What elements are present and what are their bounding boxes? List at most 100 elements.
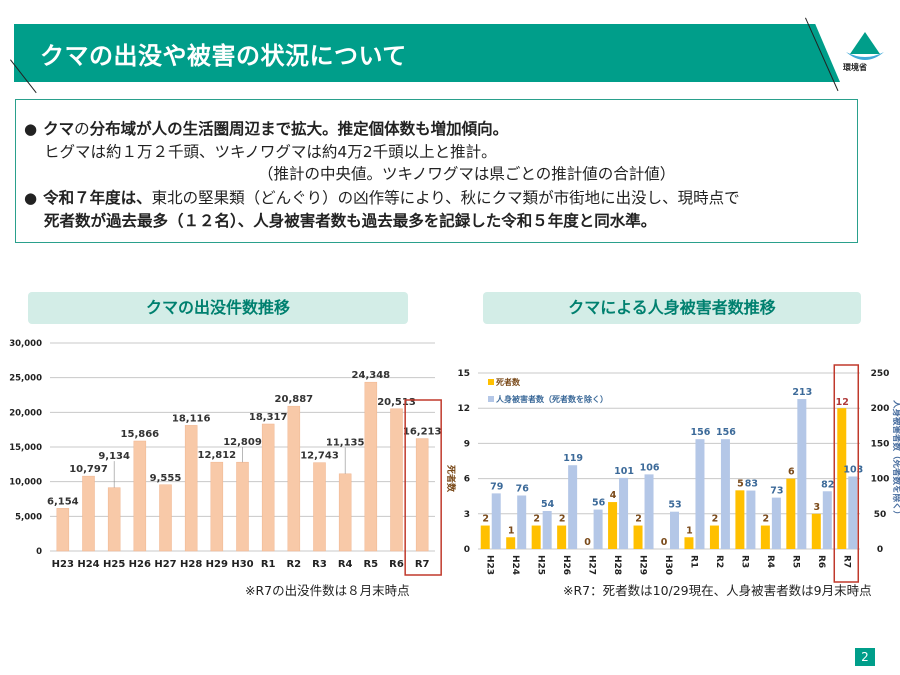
deaths-bar-H28 [608,502,618,549]
deaths-data-label: 2 [712,514,719,525]
data-label: 12,743 [300,451,339,462]
deaths-bar-H23 [480,525,490,549]
data-label: 20,887 [275,394,314,405]
injuries-bar-R3 [746,490,756,549]
y-axis-label: 死者数 [445,464,457,493]
ministry-logo-text: 環境省 [843,63,867,72]
legend-injuries-swatch [488,396,494,402]
deaths-data-label: 6 [788,467,795,478]
ministry-logo-icon [846,32,884,60]
x-tick-label: H25 [536,555,546,575]
injuries-bar-R2 [720,439,730,549]
injuries-data-label: 79 [490,481,503,492]
injuries-chart-title: クマによる人身被害者数推移 [483,292,861,324]
injuries-bar-R5 [797,399,807,549]
x-tick-label: H29 [638,555,648,575]
x-tick-label: R7 [841,555,851,568]
data-label: 18,317 [249,412,288,423]
deaths-data-label: 0 [584,537,591,548]
injuries-data-label: 73 [770,486,783,497]
deaths-bar-R1 [684,537,694,549]
deaths-data-label: 2 [533,514,540,525]
y2-tick-label: 250 [871,369,890,379]
x-tick-label: H28 [612,555,622,575]
x-tick-label: R3 [739,555,749,568]
injuries-data-label: 156 [716,427,736,438]
y2-tick-label: 100 [871,475,890,485]
injuries-bar-R6 [822,491,832,549]
data-label: 20,513 [377,397,416,408]
injuries-bar-R1 [695,439,705,549]
x-tick-label: R1 [688,555,698,568]
bullet-1: ● クマの分布域が人の生活圏周辺まで拡大。推定個体数も増加傾向。 [24,117,508,139]
deaths-data-label: 1 [508,525,515,536]
injuries-data-label: 156 [691,427,711,438]
bullet-1-text: 分布域が人の生活圏周辺まで拡大。推定個体数も増加傾向。 [89,120,509,138]
y2-tick-label: 200 [871,404,890,414]
y2-axis-label: 人身被害者数（死者数を除く） [891,400,900,519]
x-tick-label: R7 [415,559,430,570]
deaths-bar-H24 [506,537,516,549]
y-tick-label: 15 [457,369,470,379]
x-tick-label: H24 [77,559,99,570]
deaths-data-label: 0 [661,537,668,548]
deaths-data-label: 4 [610,490,617,501]
injuries-bar-H23 [491,493,501,549]
x-tick-label: R1 [261,559,276,570]
data-label: 9,555 [150,473,182,484]
injuries-bar-H27 [593,509,603,549]
y-tick-label: 6 [464,475,470,485]
bullet-1-line-3: （推計の中央値。ツキノワグマは県ごとの推計値の合計値） [258,165,676,183]
data-label: 16,213 [403,427,442,438]
y-tick-label: 5,000 [15,512,42,522]
page-number: 2 [855,648,875,666]
injuries-bar-R4 [771,497,781,549]
data-label: 12,812 [198,450,237,461]
bullet-1-subject: クマ [43,120,75,138]
data-label: 24,348 [352,370,391,381]
deaths-data-label: 2 [559,514,566,525]
y-tick-label: 12 [457,404,470,414]
injuries-data-label: 54 [541,499,555,510]
injuries-data-label: 101 [614,466,634,477]
bar-H28 [184,425,198,552]
data-label: 18,116 [172,413,211,424]
x-tick-label: R5 [790,555,800,568]
y-tick-label: 9 [464,439,470,449]
deaths-bar-R6 [811,513,821,549]
deaths-bar-R3 [735,490,745,549]
data-label: 6,154 [47,496,79,507]
injuries-data-label: 83 [745,479,758,490]
x-tick-label: H24 [510,555,520,575]
page-title: クマの出没や被害の状況について [40,42,407,70]
x-tick-label: H26 [129,559,151,570]
x-tick-label: H23 [52,559,74,570]
deaths-bar-H26 [557,525,567,549]
y-tick-label: 0 [36,547,42,557]
injuries-data-label: 103 [843,464,863,475]
injuries-data-label: 119 [563,453,583,464]
injuries-data-label: 53 [668,500,681,511]
deaths-bar-R7 [837,408,847,549]
bullet-icon: ● [24,120,38,138]
bar-R7 [415,438,429,552]
x-tick-label: R4 [765,555,775,568]
data-label: 9,134 [98,451,130,462]
bullet-icon: ● [24,189,38,207]
y-tick-label: 15,000 [9,443,42,453]
deaths-bar-H25 [531,525,541,549]
x-tick-label: H26 [561,555,571,575]
injuries-data-label: 106 [640,462,660,473]
bar-H25 [107,487,121,552]
y2-tick-label: 150 [871,439,890,449]
bullet-1-line-2: ヒグマは約１万２千頭、ツキノワグマは約4万2千頭以上と推計。 [44,143,497,161]
x-tick-label: R4 [338,559,353,570]
deaths-data-label: 3 [813,502,820,513]
x-tick-label: R5 [363,559,378,570]
injuries-bar-H28 [619,477,629,549]
x-tick-label: H30 [231,559,253,570]
injuries-note: ※R7：死者数は10/29現在、人身被害者数は9月末時点 [563,583,872,598]
y-tick-label: 20,000 [9,408,42,418]
bar-H30 [236,461,249,552]
sightings-note: ※R7の出没件数は８月末時点 [245,583,410,598]
